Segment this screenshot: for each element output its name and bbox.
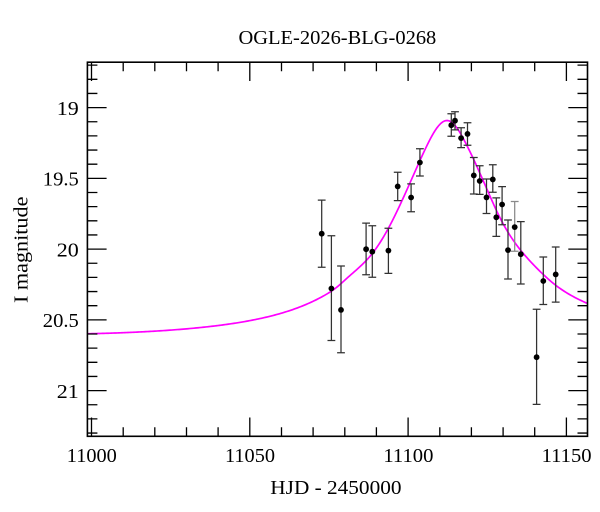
svg-text:OGLE-2026-BLG-0268: OGLE-2026-BLG-0268 [239, 27, 437, 49]
svg-text:11000: 11000 [67, 445, 117, 467]
svg-text:11050: 11050 [225, 445, 275, 467]
svg-text:11100: 11100 [383, 445, 433, 467]
svg-text:19.5: 19.5 [43, 169, 79, 191]
svg-text:I magnitude: I magnitude [11, 196, 33, 303]
svg-text:20.5: 20.5 [43, 310, 79, 332]
svg-text:HJD - 2450000: HJD - 2450000 [270, 477, 401, 499]
svg-text:20: 20 [57, 239, 79, 261]
svg-text:11150: 11150 [542, 445, 592, 467]
svg-text:21: 21 [57, 381, 79, 403]
svg-text:19: 19 [57, 98, 79, 120]
